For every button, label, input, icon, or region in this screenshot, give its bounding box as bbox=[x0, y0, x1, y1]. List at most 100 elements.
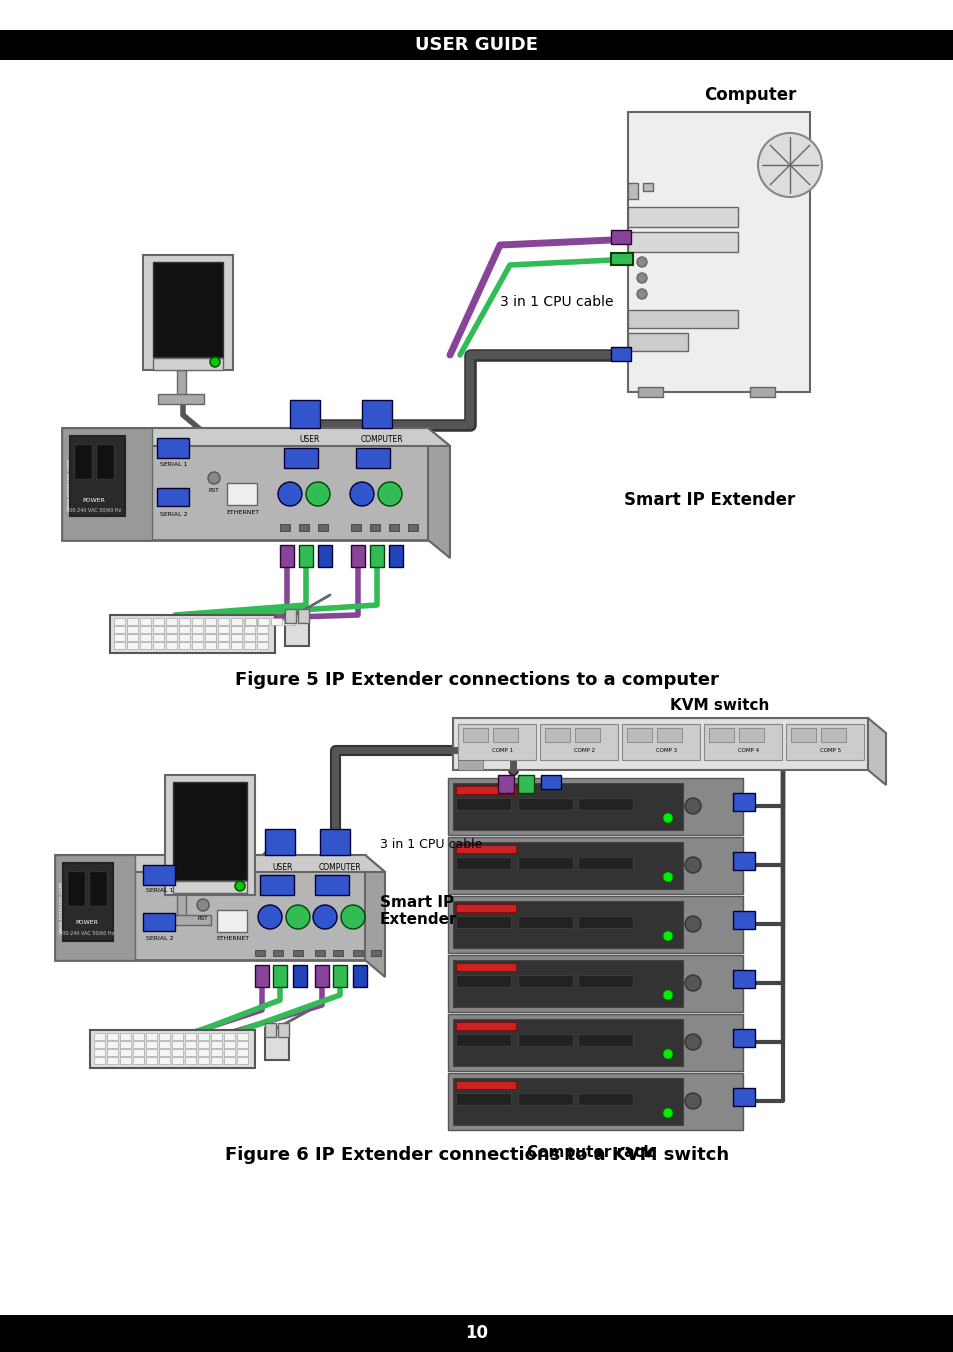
Circle shape bbox=[662, 1109, 672, 1118]
Bar bbox=[152, 626, 164, 633]
Bar bbox=[578, 1092, 633, 1105]
Bar bbox=[517, 917, 573, 927]
Bar bbox=[205, 626, 215, 633]
Bar bbox=[610, 230, 630, 243]
Text: Figure 6 IP Extender connections to a KVM switch: Figure 6 IP Extender connections to a KV… bbox=[225, 1146, 728, 1164]
Bar bbox=[456, 975, 511, 987]
Bar bbox=[172, 1041, 183, 1048]
Bar bbox=[179, 618, 190, 625]
Text: 10: 10 bbox=[465, 1324, 488, 1343]
Bar bbox=[74, 443, 91, 479]
Bar bbox=[389, 525, 398, 531]
Bar bbox=[265, 1023, 275, 1037]
Bar bbox=[517, 775, 534, 794]
Bar bbox=[298, 545, 313, 566]
Bar bbox=[540, 775, 560, 790]
Bar bbox=[185, 1033, 195, 1040]
Bar bbox=[127, 618, 138, 625]
Bar bbox=[113, 642, 125, 649]
Bar bbox=[739, 727, 763, 742]
Circle shape bbox=[684, 857, 700, 873]
Bar bbox=[448, 1073, 742, 1130]
Circle shape bbox=[637, 273, 646, 283]
Bar bbox=[166, 626, 177, 633]
Bar bbox=[351, 525, 360, 531]
Bar bbox=[205, 642, 215, 649]
Bar bbox=[314, 950, 325, 956]
Bar bbox=[626, 727, 651, 742]
Bar bbox=[280, 545, 294, 566]
Bar bbox=[218, 642, 229, 649]
Bar bbox=[224, 1033, 234, 1040]
Bar bbox=[120, 1049, 131, 1056]
Bar bbox=[273, 950, 283, 956]
Bar bbox=[236, 1049, 248, 1056]
Bar bbox=[821, 727, 845, 742]
Text: COMPUTER: COMPUTER bbox=[318, 863, 361, 872]
Bar bbox=[256, 626, 268, 633]
Bar bbox=[370, 525, 379, 531]
Bar bbox=[254, 965, 269, 987]
Bar bbox=[627, 112, 809, 392]
Bar bbox=[317, 525, 328, 531]
Text: USER: USER bbox=[273, 863, 293, 872]
Bar bbox=[456, 845, 516, 853]
Bar bbox=[333, 950, 343, 956]
Bar bbox=[453, 900, 682, 948]
Bar bbox=[290, 400, 319, 429]
Bar bbox=[70, 435, 125, 516]
Bar bbox=[224, 1041, 234, 1048]
Bar bbox=[140, 618, 151, 625]
Text: 100-240 VAC 50/60 Hz: 100-240 VAC 50/60 Hz bbox=[59, 930, 114, 936]
Bar bbox=[146, 1033, 157, 1040]
Bar bbox=[578, 1034, 633, 1046]
Circle shape bbox=[313, 904, 336, 929]
Bar bbox=[152, 618, 164, 625]
Bar bbox=[732, 969, 754, 988]
Bar bbox=[456, 1022, 516, 1030]
Text: 3 in 1 CPU cable: 3 in 1 CPU cable bbox=[499, 295, 613, 310]
Bar bbox=[351, 545, 365, 566]
Bar bbox=[192, 626, 203, 633]
Bar bbox=[94, 1033, 105, 1040]
Bar bbox=[172, 882, 247, 894]
Bar bbox=[244, 618, 254, 625]
Bar bbox=[361, 400, 392, 429]
Bar bbox=[456, 917, 511, 927]
Text: COMP 3: COMP 3 bbox=[656, 748, 677, 753]
Bar bbox=[192, 634, 203, 641]
Bar bbox=[107, 1041, 118, 1048]
Bar bbox=[127, 634, 138, 641]
Bar bbox=[94, 1057, 105, 1064]
Bar bbox=[314, 875, 349, 895]
Bar bbox=[245, 618, 255, 625]
Bar bbox=[218, 626, 229, 633]
Bar bbox=[371, 950, 380, 956]
Circle shape bbox=[684, 975, 700, 991]
Text: KVM switch: KVM switch bbox=[670, 698, 769, 713]
Bar bbox=[152, 642, 164, 649]
Bar bbox=[257, 618, 269, 625]
Bar bbox=[254, 950, 265, 956]
Bar bbox=[192, 642, 203, 649]
Bar bbox=[132, 1049, 144, 1056]
Text: ETHERNET: ETHERNET bbox=[226, 511, 259, 515]
Bar bbox=[265, 1028, 289, 1060]
Bar bbox=[152, 358, 223, 370]
Circle shape bbox=[662, 813, 672, 823]
Bar bbox=[297, 608, 309, 623]
Bar bbox=[638, 387, 662, 397]
Bar bbox=[732, 794, 754, 811]
Circle shape bbox=[377, 483, 401, 506]
Bar bbox=[62, 429, 428, 539]
Text: USER: USER bbox=[299, 435, 320, 445]
Bar bbox=[256, 634, 268, 641]
Bar bbox=[453, 960, 682, 1007]
Bar bbox=[408, 525, 417, 531]
Text: ETHERNET: ETHERNET bbox=[216, 937, 250, 941]
Bar bbox=[578, 975, 633, 987]
Bar bbox=[456, 857, 511, 869]
Bar bbox=[285, 614, 309, 646]
Bar bbox=[785, 725, 863, 760]
Bar bbox=[143, 256, 233, 370]
